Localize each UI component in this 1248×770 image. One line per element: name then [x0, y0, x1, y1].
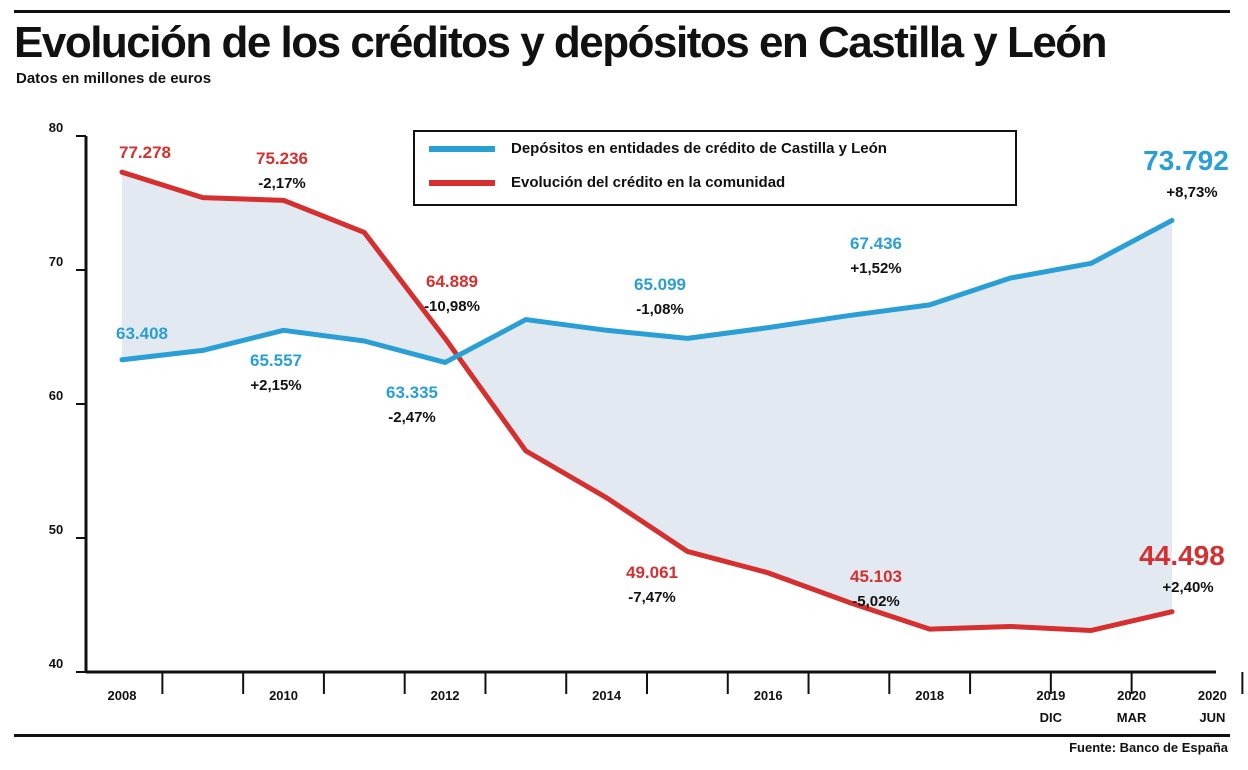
series-lines: [119, 169, 1175, 633]
bottom-rule: [14, 734, 1230, 737]
legend-item-deposits: Depósitos en entidades de crédito de Cas…: [429, 140, 887, 157]
x-tick-label: 2016: [754, 688, 783, 703]
legend-label-deposits: Depósitos en entidades de crédito de Cas…: [511, 140, 887, 157]
x-tick-label: 2018: [915, 688, 944, 703]
data-label-credit: 75.236: [256, 149, 308, 168]
x-tick-sublabel: DIC: [1040, 710, 1063, 725]
change-label-credit: -7,47%: [628, 589, 676, 606]
data-label-deposits: 73.792: [1143, 145, 1229, 176]
change-label-credit: -10,98%: [424, 298, 480, 315]
y-tick-label: 80: [49, 120, 63, 135]
data-label-deposits: 63.408: [116, 324, 168, 343]
top-rule: [14, 10, 1230, 13]
x-tick-sublabel: MAR: [1117, 710, 1147, 725]
x-tick-label: 2014: [592, 688, 622, 703]
x-tick-label: 2019: [1036, 688, 1065, 703]
data-label-credit: 45.103: [850, 567, 902, 586]
series-line-credit: [119, 169, 1175, 633]
legend-swatch-deposits: [429, 145, 495, 152]
data-label-deposits: 65.099: [634, 275, 686, 294]
x-tick-label: 2012: [431, 688, 460, 703]
legend: Depósitos en entidades de crédito de Cas…: [413, 130, 1017, 206]
change-label-deposits: +2,15%: [250, 377, 301, 394]
data-labels: 77.278 75.236 -2,17% 64.889 -10,98% 49.061 -7,…: [116, 143, 1229, 610]
change-label-credit: -2,17%: [258, 175, 306, 192]
data-label-deposits: 65.557: [250, 351, 302, 370]
chart-title: Evolución de los créditos y depósitos en…: [14, 18, 1108, 67]
change-label-deposits: -1,08%: [636, 301, 684, 318]
y-tick-label: 40: [49, 656, 63, 671]
series-line-deposits: [119, 217, 1175, 365]
x-tick-label: 2020: [1117, 688, 1146, 703]
change-label-deposits: +8,73%: [1166, 184, 1217, 201]
axes: 80 70 60 50 40 2008 2010 2012 2014 2016 2018 2019 DI…: [49, 120, 1244, 725]
source-note: Fuente: Banco de España: [1069, 740, 1228, 755]
data-label-deposits: 63.335: [386, 383, 438, 402]
data-label-credit: 44.498: [1139, 540, 1225, 571]
x-tick-sublabel: JUN: [1199, 710, 1225, 725]
y-tick-label: 70: [49, 254, 63, 269]
change-label-deposits: +1,52%: [850, 260, 901, 277]
x-tick-label: 2008: [108, 688, 137, 703]
legend-label-credit: Evolución del crédito en la comunidad: [511, 174, 786, 191]
data-label-credit: 64.889: [426, 272, 478, 291]
y-tick-label: 50: [49, 522, 63, 537]
chart-subtitle: Datos en millones de euros: [16, 70, 212, 87]
change-label-credit: +2,40%: [1162, 579, 1213, 596]
legend-swatch-credit: [429, 179, 495, 186]
x-tick-label: 2020: [1198, 688, 1227, 703]
area-between-series: [122, 172, 1172, 631]
data-label-credit: 49.061: [626, 563, 678, 582]
data-label-deposits: 67.436: [850, 234, 902, 253]
change-label-credit: -5,02%: [852, 593, 900, 610]
legend-item-credit: Evolución del crédito en la comunidad: [429, 174, 785, 191]
change-label-deposits: -2,47%: [388, 409, 436, 426]
y-tick-label: 60: [49, 388, 63, 403]
gap-area: [122, 172, 1172, 631]
x-tick-label: 2010: [269, 688, 298, 703]
data-label-credit: 77.278: [119, 143, 171, 162]
